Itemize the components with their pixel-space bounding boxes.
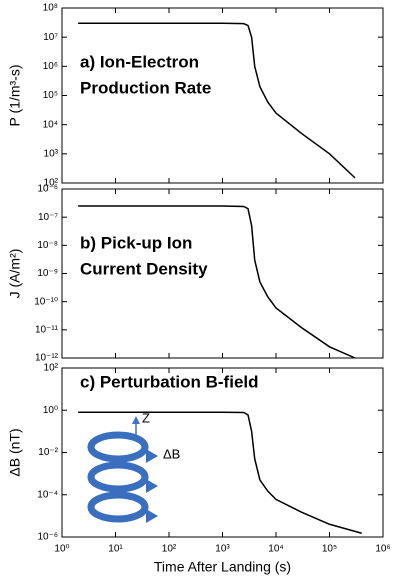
y-tick-label: 10⁻¹² — [35, 353, 59, 364]
y-tick-label: 10⁻⁹ — [37, 268, 58, 279]
y-tick-label: 10² — [44, 363, 59, 374]
y-tick-label: 10⁴ — [43, 119, 58, 130]
y-tick-label: 10⁸ — [43, 3, 58, 14]
annotation: Production Rate — [80, 78, 211, 97]
x-axis-label: Time After Landing (s) — [154, 559, 291, 575]
x-tick-label: 10⁶ — [375, 544, 390, 555]
helix-arrowhead — [146, 479, 158, 493]
data-line — [78, 205, 356, 359]
z-arrowhead — [132, 416, 140, 424]
helix-loop — [87, 491, 149, 523]
x-tick-label: 10⁰ — [54, 544, 69, 555]
inset-label: ΔB — [163, 446, 180, 461]
annotation: a) Ion-Electron — [80, 52, 199, 71]
x-tick-label: 10¹ — [108, 544, 123, 555]
y-tick-label: 10⁵ — [43, 90, 58, 101]
y-tick-label: 10⁻² — [38, 447, 58, 458]
y-tick-label: 10⁻¹¹ — [35, 324, 59, 335]
y-axis-label: ΔB (nT) — [7, 428, 23, 476]
y-tick-label: 10⁷ — [43, 32, 58, 43]
annotation: Current Density — [80, 259, 208, 278]
y-tick-label: 10⁻⁸ — [37, 240, 58, 251]
helix-loop — [87, 461, 149, 493]
y-axis-label: J (A/m²) — [7, 249, 23, 299]
helix-loop — [87, 431, 149, 463]
y-tick-label: 10⁻⁷ — [38, 212, 58, 223]
data-line — [78, 22, 356, 179]
y-tick-label: 10³ — [44, 148, 59, 159]
y-tick-label: 10⁻¹⁰ — [34, 296, 58, 307]
y-tick-label: 10² — [44, 178, 59, 189]
x-tick-label: 10² — [162, 544, 177, 555]
plot-frame — [61, 367, 384, 538]
annotation: c) Perturbation B-field — [80, 372, 259, 391]
x-tick-label: 10³ — [215, 544, 230, 555]
y-tick-label: 10⁶ — [43, 61, 58, 72]
helix-diagram — [87, 416, 158, 523]
y-tick-label: 10⁰ — [43, 405, 58, 416]
y-axis-label: P (1/m³-s) — [7, 65, 23, 127]
y-tick-label: 10⁻⁶ — [37, 532, 58, 543]
x-tick-label: 10⁴ — [268, 544, 283, 555]
plot-frame — [61, 7, 384, 184]
inset-label: Z — [142, 410, 150, 425]
y-tick-label: 10⁻⁴ — [37, 489, 58, 500]
annotation: b) Pick-up Ion — [80, 233, 192, 252]
helix-arrowhead — [146, 509, 158, 523]
helix-arrowhead — [146, 449, 158, 463]
data-line — [78, 411, 362, 535]
y-tick-label: 10⁻⁶ — [37, 184, 58, 195]
plot-frame — [61, 188, 384, 359]
x-tick-label: 10⁵ — [322, 544, 337, 555]
